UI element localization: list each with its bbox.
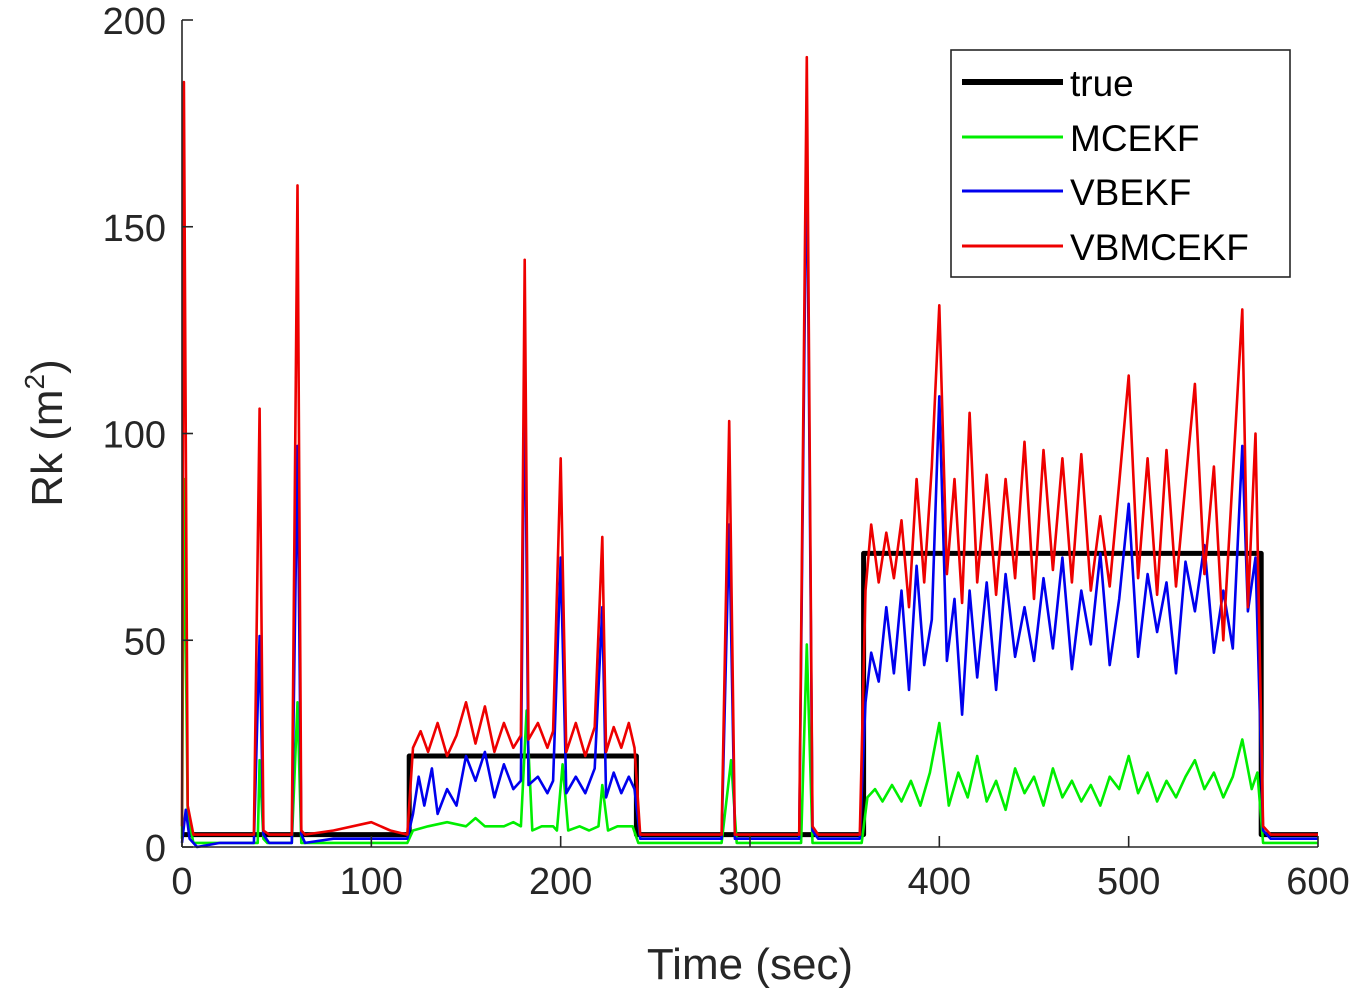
y-axis-title: Rk (m2) — [19, 359, 72, 507]
x-tick-label: 100 — [340, 861, 403, 903]
axes — [181, 19, 1319, 848]
series-line-mcekf — [180, 477, 1318, 845]
y-axis-title-close: ) — [23, 359, 72, 374]
legend-label-vbekf: VBEKF — [1070, 172, 1191, 213]
legend-label-mcekf: MCEKF — [1070, 118, 1200, 159]
y-tick-label: 50 — [124, 621, 166, 663]
legend-label-true: true — [1070, 63, 1134, 104]
series-line-vbmcekf — [180, 55, 1318, 836]
y-axis-title-superscript: 2 — [19, 374, 50, 390]
y-axis-title-main: Rk (m — [23, 389, 72, 506]
legend: true MCEKF VBEKF VBMCEKF — [950, 49, 1291, 278]
x-tick-label: 0 — [171, 861, 192, 903]
x-tick-label: 500 — [1097, 861, 1160, 903]
legend-box — [950, 49, 1291, 278]
x-tick-label: 300 — [718, 861, 781, 903]
tick-labels: 0 100 200 300 400 500 600 0 50 100 150 200 — [103, 1, 1350, 903]
legend-label-vbmcekf: VBMCEKF — [1070, 227, 1249, 268]
y-tick-label: 150 — [103, 208, 166, 250]
x-tick-label: 200 — [529, 861, 592, 903]
x-tick-label: 400 — [908, 861, 971, 903]
x-tick-label: 600 — [1286, 861, 1349, 903]
series-layer — [180, 55, 1318, 849]
y-tick-label: 100 — [103, 415, 166, 457]
y-tick-label: 0 — [145, 828, 166, 870]
x-axis-title: Time (sec) — [647, 940, 853, 989]
y-tick-label: 200 — [103, 1, 166, 43]
